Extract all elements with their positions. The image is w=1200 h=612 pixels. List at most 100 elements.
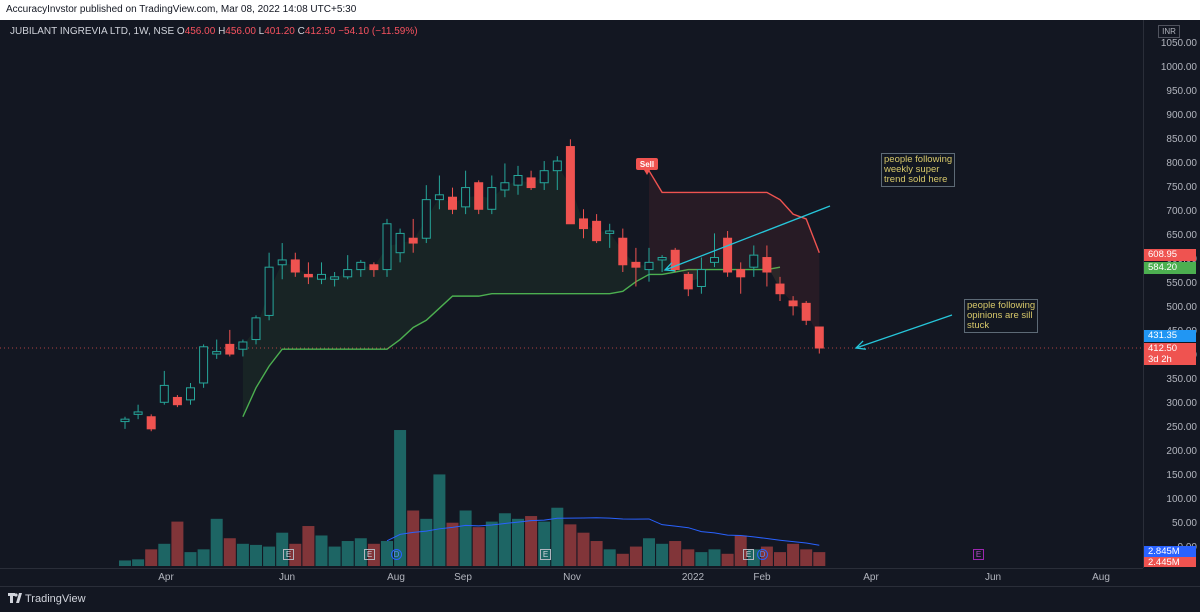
candle-body (565, 146, 575, 225)
volume-bar (433, 474, 446, 566)
candle-body (775, 283, 785, 295)
candle-body (736, 269, 746, 278)
upcoming-earnings-event-icon[interactable]: E (973, 549, 984, 560)
currency-button[interactable]: INR (1158, 25, 1180, 38)
candle-body (618, 237, 628, 266)
price-tick-label: 950.00 (1166, 86, 1197, 97)
volume-bar (132, 559, 145, 566)
price-tick-label: 150.00 (1166, 470, 1197, 481)
volume-badge-2: 2.445M (1144, 557, 1196, 567)
time-tick-label: Apr (158, 572, 174, 583)
volume-bar (813, 552, 826, 566)
candle-body (277, 259, 287, 266)
sell-marker-label: Sell (640, 160, 654, 169)
annotation-arrow-stuck-head (854, 340, 867, 350)
earnings-event-icon[interactable]: E (540, 549, 551, 560)
close-label: C (297, 26, 305, 37)
volume-bar (145, 549, 158, 566)
annotation-note-stuck[interactable]: people following opinions are sill stuck (964, 299, 1039, 333)
candle-body (186, 387, 195, 401)
earnings-event-icon[interactable]: E (364, 549, 375, 560)
volume-bar (498, 513, 511, 566)
price-tick-label: 50.00 (1171, 518, 1197, 529)
candle-body (343, 269, 353, 278)
note-line: opinions are sill (967, 310, 1033, 321)
time-axis[interactable] (0, 568, 1143, 586)
earnings-event-icon[interactable]: E (283, 549, 294, 560)
low-label: L (258, 26, 265, 37)
candle-body (133, 411, 143, 415)
price-tick-label: 1000.00 (1160, 62, 1197, 73)
candle-body (159, 384, 169, 403)
time-tick-label: Nov (563, 572, 581, 583)
change-value: −54.10 (−11.59%) (338, 26, 418, 37)
candle-body (120, 418, 130, 423)
note-line: people following (967, 300, 1036, 311)
time-tick-label: Aug (1092, 572, 1110, 583)
volume-bar (800, 549, 813, 566)
volume-bar (538, 521, 551, 566)
annotation-arrow-stuck (855, 314, 953, 349)
volume-ma-line (386, 517, 820, 546)
annotation-arrow-sold-head (663, 262, 676, 272)
price-tick-label: 700.00 (1166, 206, 1197, 217)
volume-bar (616, 553, 629, 566)
volume-bar (603, 549, 616, 566)
volume-bar (525, 516, 538, 566)
volume-bar (407, 510, 420, 566)
high-label: H (218, 26, 226, 37)
volume-bar (643, 538, 655, 566)
time-tick-label: Jun (278, 572, 296, 583)
volume-bar (551, 507, 564, 566)
volume-bar (512, 518, 524, 566)
price-chart[interactable]: Sell (0, 20, 1143, 568)
volume-ma-badge: 431.35 (1144, 330, 1196, 342)
candle-body (749, 254, 759, 268)
volume-bar (485, 521, 498, 566)
annotation-arrow-sold (664, 205, 831, 271)
candle-body (801, 302, 811, 321)
supertrend-upper-badge: 608.95 (1144, 249, 1196, 261)
volume-bar (721, 553, 734, 566)
volume-bar (577, 532, 590, 566)
candle-body (421, 199, 431, 239)
candle-body (434, 194, 444, 201)
candle-body (251, 317, 261, 341)
candle-body (487, 187, 497, 210)
sell-marker-pointer (644, 170, 650, 175)
volume-bar (197, 549, 210, 566)
dividend-event-icon[interactable]: D (757, 549, 768, 560)
sell-marker (636, 158, 658, 170)
volume-bar (656, 543, 669, 566)
time-tick-label: Apr (863, 572, 879, 583)
volume-bar (328, 546, 341, 566)
volume-bar (459, 510, 472, 566)
candle-body (382, 223, 392, 271)
footer-bar (0, 586, 1200, 612)
candle-body (238, 341, 248, 350)
annotation-note-sold[interactable]: people following weekly super trend sold… (881, 153, 956, 187)
candle-body (356, 261, 366, 271)
time-tick-label: Aug (387, 572, 405, 583)
candle-body (723, 237, 733, 273)
candle-body (631, 261, 641, 268)
price-tick-label: 200.00 (1166, 446, 1197, 457)
volume-bar (184, 552, 197, 566)
candle-body (303, 273, 313, 278)
candle-body (657, 257, 667, 261)
price-axis[interactable] (1143, 20, 1200, 568)
candle-body (146, 416, 156, 430)
candle-body (579, 218, 588, 230)
volume-bar (263, 546, 276, 566)
candle-body (710, 257, 719, 263)
volume-bar (669, 541, 682, 566)
close-value: 412.50 (304, 26, 336, 37)
volume-bar (695, 552, 708, 566)
earnings-event-icon[interactable]: E (743, 549, 754, 560)
candle-body (644, 261, 654, 271)
note-line: trend sold here (884, 174, 948, 185)
price-tick-label: 550.00 (1166, 278, 1197, 289)
volume-bar (682, 549, 695, 566)
dividend-event-icon[interactable]: D (391, 549, 402, 560)
volume-bar (394, 430, 407, 566)
